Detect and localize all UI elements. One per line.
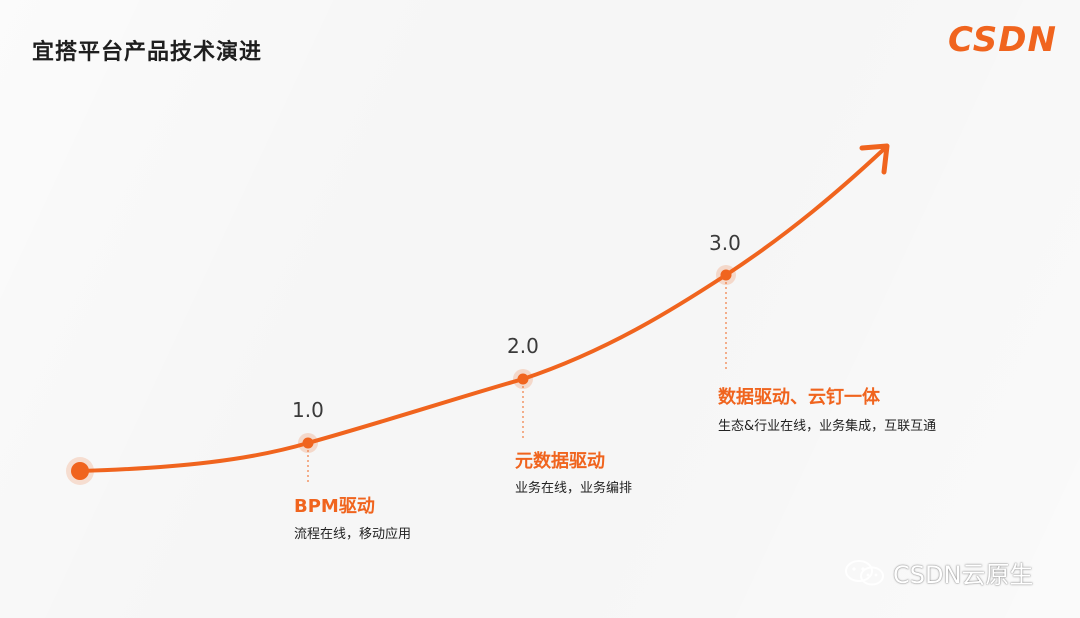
stage-title-3: 数据驱动、云钉一体: [718, 387, 880, 408]
wechat-icon: [845, 559, 884, 585]
arrow-head-icon: [859, 143, 890, 175]
version-label-3: 3.0: [709, 231, 741, 255]
milestone-3-dot: [720, 269, 732, 281]
start-point: [71, 462, 89, 480]
stage-title-1: BPM驱动: [294, 496, 375, 517]
milestone-2-dot: [517, 373, 529, 385]
milestone-1-dot: [302, 437, 314, 449]
version-label-2: 2.0: [507, 334, 539, 358]
csdn-logo: CSDN: [948, 20, 1057, 60]
version-label-1: 1.0: [292, 398, 324, 422]
watermark-text: CSDN云原生: [893, 561, 1034, 589]
stage-title-2: 元数据驱动: [515, 451, 605, 472]
stage-desc-1: 流程在线，移动应用: [294, 527, 412, 542]
page-title: 宜搭平台产品技术演进: [32, 40, 263, 65]
stage-desc-3: 生态&行业在线，业务集成，互联互通: [718, 419, 937, 434]
stage-desc-2: 业务在线，业务编排: [515, 481, 633, 496]
watermark: CSDN云原生: [843, 555, 1033, 590]
